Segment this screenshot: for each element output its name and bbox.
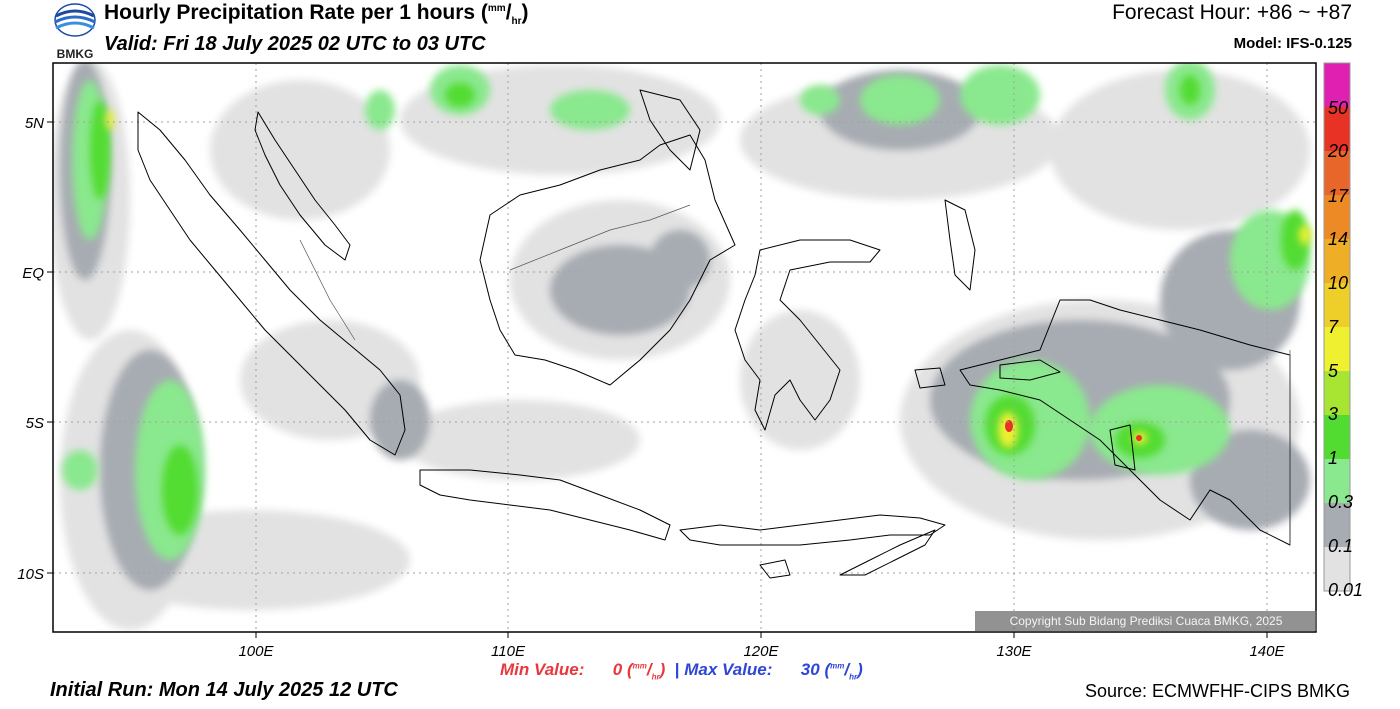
lon-label-100e: 100E <box>238 643 274 660</box>
valid-time: Valid: Fri 18 July 2025 02 UTC to 03 UTC <box>104 33 486 55</box>
colorbar-swatch-3 <box>1324 195 1350 239</box>
colorbar-swatch-10 <box>1324 503 1350 547</box>
min-unit-num: mm <box>632 661 647 671</box>
colorbar-swatch-4 <box>1324 239 1350 283</box>
max-label: Max Value: <box>684 660 773 679</box>
colorbar-swatch-8 <box>1324 415 1350 459</box>
precipitation-field <box>53 63 1316 632</box>
colorbar-label-0-01: 0.01 <box>1328 580 1364 600</box>
initial-run: Initial Run: Mon 14 July 2025 12 UTC <box>50 679 398 701</box>
colorbar-label-7: 7 <box>1328 317 1339 337</box>
page-title: Hourly Precipitation Rate per 1 hours (m… <box>104 1 529 27</box>
colorbar-label-0-3: 0.3 <box>1328 492 1354 512</box>
colorbar-label-50: 50 <box>1328 98 1349 118</box>
title-close: ) <box>521 1 529 24</box>
min-max-values: Min Value: 0 (mm/hr) | Max Value: 30 (mm… <box>500 660 863 682</box>
title-unit-den: hr <box>511 16 522 28</box>
colorbar-label-3: 3 <box>1328 404 1339 424</box>
forecast-hour: Forecast Hour: +86 ~ +87 <box>1112 1 1352 24</box>
min-max-separator: | <box>674 660 680 679</box>
colorbar-frame <box>1323 62 1351 592</box>
title-unit-num: mm <box>487 3 506 14</box>
colorbar-label-5: 5 <box>1328 361 1339 381</box>
colorbar-label-20: 20 <box>1328 141 1349 161</box>
colorbar-swatch-7 <box>1324 371 1350 415</box>
data-source: Source: ECMWFHF-CIPS BMKG <box>1084 681 1350 701</box>
model-label: Model: IFS-0.125 <box>1233 35 1352 52</box>
colorbar-swatch-2 <box>1324 151 1350 195</box>
max-unit-den: hr <box>849 672 858 682</box>
max-value: 30 <box>800 660 820 679</box>
coastlines <box>137 89 1291 579</box>
colorbar-swatch-11 <box>1324 547 1350 591</box>
bmkg-logo: BMKG <box>50 2 100 61</box>
title-text: Hourly Precipitation Rate per 1 hours ( <box>104 1 488 24</box>
colorbar-label-10: 10 <box>1328 273 1349 293</box>
colorbar-label-0-1: 0.1 <box>1328 536 1354 556</box>
colorbar-swatch-9 <box>1324 459 1350 503</box>
colorbar-label-14: 14 <box>1328 229 1349 249</box>
colorbar-label-17: 17 <box>1328 186 1349 206</box>
colorbar-swatch-1 <box>1324 107 1350 151</box>
min-unit-den: hr <box>651 672 660 682</box>
colorbar-swatch-5 <box>1324 283 1350 327</box>
lon-label-130e: 130E <box>996 643 1032 660</box>
colorbar-label-1: 1 <box>1328 448 1339 468</box>
lat-label-5n: 5N <box>25 115 44 132</box>
colorbar <box>1323 62 1351 592</box>
logo-text: BMKG <box>57 47 94 60</box>
lon-label-120e: 120E <box>743 643 779 660</box>
colorbar-swatch-6 <box>1324 327 1350 371</box>
lon-label-110e: 110E <box>491 643 526 660</box>
min-value: 0 <box>612 660 623 679</box>
title-unit-sep: / <box>505 1 512 24</box>
lat-label-10s: 10S <box>17 566 44 583</box>
max-unit-num: mm <box>830 661 845 671</box>
lon-label-140e: 140E <box>1249 643 1285 660</box>
colorbar-swatch-0 <box>1324 63 1350 107</box>
min-label: Min Value: <box>500 660 585 679</box>
lat-label-eq: EQ <box>22 265 44 282</box>
copyright-notice: Copyright Sub Bidang Prediksi Cuaca BMKG… <box>975 611 1317 631</box>
map-frame <box>52 62 1317 633</box>
lat-label-5s: 5S <box>26 415 44 432</box>
